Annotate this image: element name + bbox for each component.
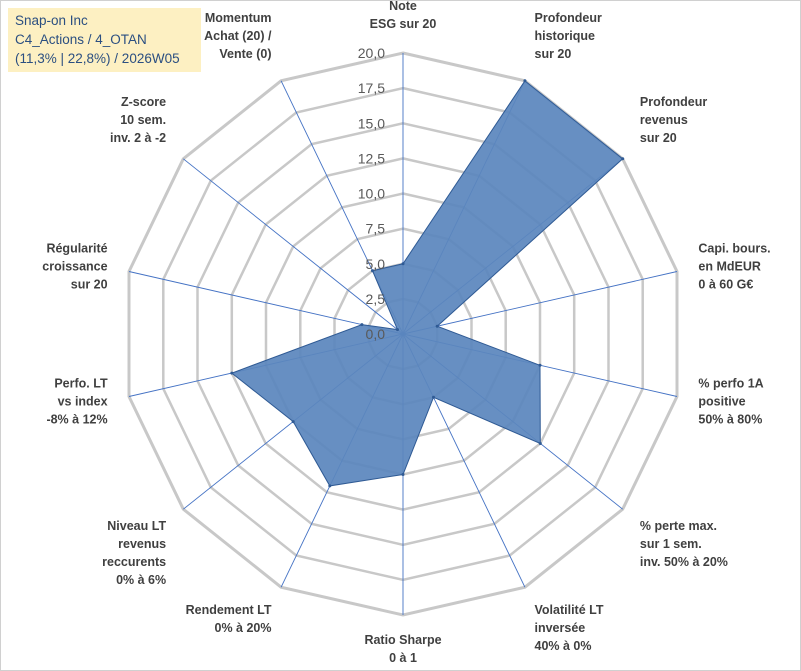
axis-label-line: Régularité	[46, 242, 107, 256]
series-point	[291, 420, 295, 424]
tick-label: 17,5	[358, 80, 385, 96]
series-point	[371, 269, 374, 273]
axis-label-line: 0% à 20%	[215, 621, 272, 635]
axis-label-line: Momentum	[205, 11, 272, 25]
axis-label-10: Niveau LT revenus reccurents 0% à 6%	[102, 519, 166, 587]
series-point	[401, 473, 405, 476]
axis-label-line: Achat (20) /	[204, 29, 272, 43]
series-point	[435, 324, 439, 328]
axis-label-5: % perfo 1A positive 50% à 80%	[698, 376, 763, 426]
radar-axis-labels: Note ESG sur 20 Profondeur historique sur 20…	[42, 0, 770, 665]
axis-label-line: Vente (0)	[219, 47, 271, 61]
series-point	[396, 328, 399, 332]
radar-series	[230, 79, 625, 488]
series-point	[538, 363, 542, 367]
axis-label-line: en MdEUR	[698, 260, 761, 274]
series-point	[538, 442, 542, 445]
axis-label-line: sur 1 sem.	[640, 537, 702, 551]
tick-label: 15,0	[358, 115, 385, 131]
axis-label-line: croissance	[42, 260, 107, 274]
series-point	[523, 79, 527, 83]
axis-label-line: sur 20	[640, 131, 677, 145]
axis-label-line: Niveau LT	[107, 519, 166, 533]
axis-label-12: Régularité croissance sur 20	[42, 242, 107, 292]
axis-label-line: 10 sem.	[120, 113, 166, 127]
axis-label-line: revenus	[118, 537, 166, 551]
axis-label-11: Perfo. LT vs index -8% à 12%	[46, 376, 108, 426]
axis-label-line: 40% à 0%	[535, 639, 592, 653]
axis-label-line: Profondeur	[640, 95, 707, 109]
radar-tick-labels: 0,0 2,5 5,0 7,5 10,0 12,5 15,0 17,5 20,0	[358, 45, 385, 342]
axis-label-line: Capi. bours.	[698, 242, 770, 256]
axis-label-line: inv. 50% à 20%	[640, 555, 728, 569]
axis-label-line: 50% à 80%	[698, 412, 762, 426]
axis-spoke	[402, 271, 678, 335]
axis-label-line: % perfo 1A	[698, 376, 763, 390]
axis-label-line: Profondeur	[535, 11, 602, 25]
axis-label-line: Rendement LT	[186, 603, 272, 617]
series-point	[432, 395, 435, 399]
axis-label-line: Ratio Sharpe	[364, 633, 441, 647]
tick-label: 20,0	[358, 45, 385, 61]
axis-label-line: Volatilité LT	[535, 603, 604, 617]
axis-label-line: ESG sur 20	[370, 17, 437, 31]
tick-label: 10,0	[358, 186, 385, 202]
axis-label-line: inv. 2 à -2	[110, 131, 166, 145]
axis-label-line: Z-score	[121, 95, 166, 109]
series-area	[230, 80, 624, 487]
title-box: Snap-on Inc C4_Actions / 4_OTAN (11,3% |…	[8, 8, 201, 72]
axis-label-line: 0 à 60 G€	[698, 278, 753, 292]
axis-label-4: Capi. bours. en MdEUR 0 à 60 G€	[698, 242, 770, 292]
axis-label-line: Note	[389, 0, 417, 13]
axis-label-2: Profondeur historique sur 20	[535, 11, 602, 61]
series-point	[621, 157, 625, 161]
axis-spoke	[128, 271, 404, 335]
axis-label-1: Note ESG sur 20	[370, 0, 437, 31]
axis-label-line: reccurents	[102, 555, 166, 569]
tick-label: 2,5	[366, 291, 386, 307]
tick-label: 7,5	[366, 221, 386, 237]
axis-label-6: % perte max. sur 1 sem. inv. 50% à 20%	[640, 519, 728, 569]
axis-label-line: vs index	[58, 394, 108, 408]
series-point	[360, 323, 364, 327]
series-point	[328, 484, 332, 488]
tick-label: 5,0	[366, 256, 386, 272]
axis-label-line: historique	[535, 29, 595, 43]
axis-label-9: Rendement LT 0% à 20%	[186, 603, 272, 635]
axis-label-3: Profondeur revenus sur 20	[640, 95, 707, 145]
axis-label-line: sur 20	[535, 47, 572, 61]
title-stats: (11,3% | 22,8%) / 2026W05	[15, 51, 180, 66]
tick-label: 12,5	[358, 150, 385, 166]
axis-label-line: -8% à 12%	[46, 412, 107, 426]
axis-label-line: positive	[698, 394, 745, 408]
axis-label-line: 0 à 1	[389, 651, 417, 665]
axis-label-line: Perfo. LT	[54, 376, 108, 390]
axis-label-14: Momentum Achat (20) / Vente (0)	[204, 11, 272, 61]
title-category: C4_Actions / 4_OTAN	[15, 32, 147, 47]
axis-label-line: 0% à 6%	[116, 573, 166, 587]
axis-spoke	[183, 158, 404, 335]
axis-label-line: inversée	[535, 621, 586, 635]
title-company: Snap-on Inc	[15, 13, 88, 28]
series-point	[230, 371, 234, 375]
tick-label: 0,0	[366, 326, 386, 342]
axis-label-line: % perte max.	[640, 519, 717, 533]
axis-label-7: Volatilité LT inversée 40% à 0%	[535, 603, 604, 653]
axis-label-13: Z-score 10 sem. inv. 2 à -2	[110, 95, 166, 145]
axis-label-line: revenus	[640, 113, 688, 127]
series-point	[401, 262, 405, 266]
axis-label-8: Ratio Sharpe 0 à 1	[364, 633, 441, 665]
axis-label-line: sur 20	[71, 278, 108, 292]
